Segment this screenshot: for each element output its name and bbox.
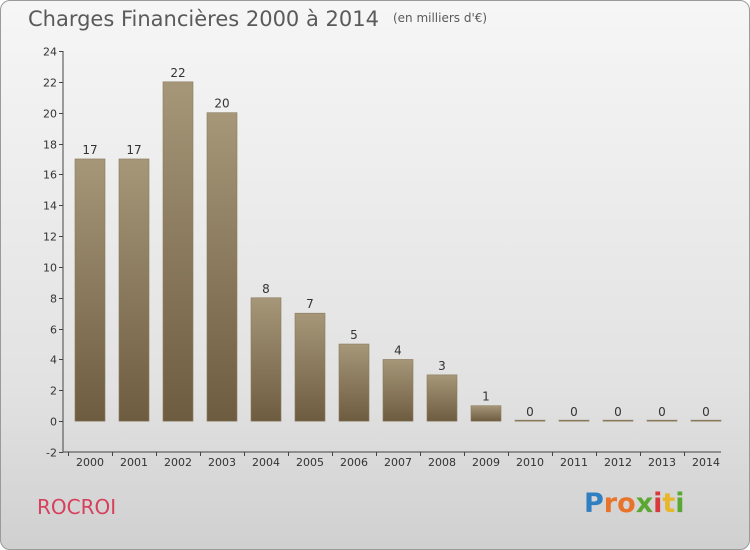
- value-label-2003: 20: [214, 97, 229, 111]
- proxiti-logo: Proxiti: [584, 488, 685, 519]
- x-tick-label: 2010: [516, 456, 544, 469]
- y-tick-label: 2: [50, 385, 57, 398]
- value-label-2009: 1: [482, 390, 490, 404]
- y-tick-label: 22: [43, 77, 57, 90]
- logo-letter: P: [584, 488, 604, 519]
- bars: [74, 81, 722, 422]
- value-labels: 17 17 22 20 8 7 5 4 3 1 0 0 0 0 0: [82, 66, 709, 419]
- chart-title: Charges Financières 2000 à 2014 (en milli…: [28, 7, 487, 31]
- logo-letter: r: [603, 488, 618, 519]
- x-tick-label: 2008: [428, 456, 456, 469]
- y-tick-label: -2: [46, 447, 57, 460]
- x-tick-label: 2011: [560, 456, 588, 469]
- value-label-2004: 8: [262, 282, 270, 296]
- value-label-2008: 3: [438, 359, 446, 373]
- chart-title-unit: (en milliers d'€): [392, 11, 488, 25]
- y-tick-label: 10: [43, 262, 57, 275]
- bar-2006: [338, 343, 370, 422]
- y-tick-label: 14: [43, 200, 57, 213]
- bar-2004: [250, 297, 282, 422]
- bar-2001: [118, 158, 150, 422]
- logo-letter: o: [617, 488, 636, 519]
- x-tick-label: 2012: [604, 456, 632, 469]
- logo-letter: i: [653, 488, 663, 519]
- bar-2000: [74, 158, 106, 422]
- x-tick-label: 2003: [208, 456, 236, 469]
- x-tick-label: 2001: [120, 456, 148, 469]
- x-tick-label: 2002: [164, 456, 192, 469]
- x-tick-label: 2014: [692, 456, 720, 469]
- bar-2002: [162, 81, 194, 422]
- value-label-2005: 7: [306, 297, 314, 311]
- value-label-2012: 0: [614, 405, 622, 419]
- y-tick-label: 16: [43, 169, 57, 182]
- chart-title-text: Charges Financières 2000 à 2014: [28, 7, 379, 31]
- y-tick-label: 8: [50, 293, 57, 306]
- x-tick-label: 2007: [384, 456, 412, 469]
- y-tick-label: 24: [43, 46, 57, 59]
- x-tick-label: 2009: [472, 456, 500, 469]
- y-tick-label: 6: [50, 324, 57, 337]
- bar-2010: [514, 419, 546, 422]
- logo-letter: t: [662, 488, 676, 519]
- x-tick-label: 2000: [76, 456, 104, 469]
- value-label-2010: 0: [526, 405, 534, 419]
- logo-letter: x: [635, 488, 654, 519]
- value-label-2014: 0: [702, 405, 710, 419]
- bar-2014: [690, 419, 722, 422]
- x-tick-label: 2004: [252, 456, 280, 469]
- y-tick-label: 0: [50, 416, 57, 429]
- value-label-2000: 17: [82, 143, 97, 157]
- value-label-2006: 5: [350, 328, 358, 342]
- bar-2009: [470, 405, 502, 422]
- value-label-2011: 0: [570, 405, 578, 419]
- x-tick-label: 2006: [340, 456, 368, 469]
- bar-2007: [382, 359, 414, 422]
- bar-2013: [646, 419, 678, 422]
- logo-letter: i: [675, 488, 685, 519]
- value-label-2013: 0: [658, 405, 666, 419]
- x-tick-label: 2005: [296, 456, 324, 469]
- bar-2003: [206, 112, 238, 422]
- y-tick-label: 12: [43, 231, 57, 244]
- y-tick-label: 18: [43, 139, 57, 152]
- place-name: ROCROI: [37, 495, 117, 519]
- bar-2012: [602, 419, 634, 422]
- bar-2008: [426, 374, 458, 422]
- value-label-2002: 22: [170, 66, 185, 80]
- y-tick-label: 20: [43, 108, 57, 121]
- x-tick-label: 2013: [648, 456, 676, 469]
- bar-2005: [294, 312, 326, 422]
- y-tick-label: 4: [50, 354, 57, 367]
- value-label-2007: 4: [394, 343, 402, 357]
- value-label-2001: 17: [126, 143, 141, 157]
- bar-2011: [558, 419, 590, 422]
